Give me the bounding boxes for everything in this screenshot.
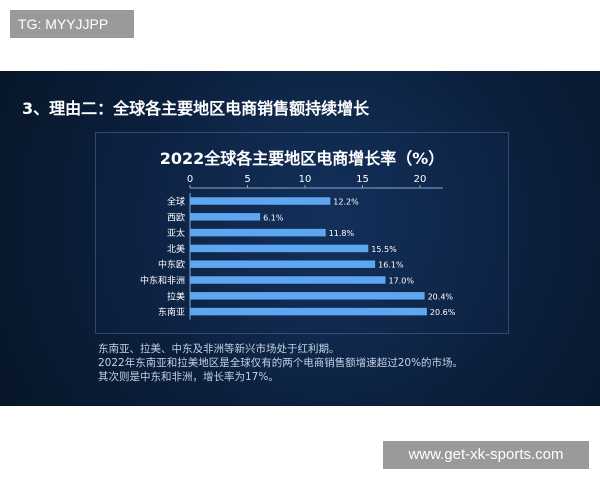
x-tick-label: 15 [356, 174, 369, 185]
bar [190, 276, 386, 284]
note-line: 东南亚、拉美、中东及非洲等新兴市场处于红利期。 [98, 343, 340, 355]
bar [190, 307, 427, 316]
data-label: 16.1% [378, 261, 404, 270]
category-label: 北美 [167, 243, 185, 255]
data-label: 15.5% [371, 245, 397, 254]
data-label: 11.8% [329, 229, 355, 238]
data-label: 12.2% [333, 198, 359, 207]
chart-title: 2022全球各主要地区电商增长率（%） [159, 149, 445, 168]
bar [190, 292, 425, 300]
category-label: 全球 [167, 196, 185, 208]
bar [190, 228, 326, 237]
note-line: 2022年东南亚和拉美地区是全球仅有的两个电商销售额增速超过20%的市场。 [98, 357, 464, 369]
category-label: 东南亚 [158, 306, 185, 318]
data-label: 20.4% [428, 292, 454, 301]
footer-url-badge: www.get-xk-sports.com [383, 441, 589, 469]
category-label: 西欧 [167, 211, 185, 223]
growth-bar-chart: 0 5 10 15 20 全球 12.2% 西欧 6.1% 亚太 11.8% 北美 15.5% 中东欧 16… [140, 174, 456, 320]
note-line: 其次则是中东和非洲，增长率为17%。 [98, 371, 279, 383]
data-label: 6.1% [263, 213, 284, 222]
bar [190, 244, 369, 253]
bar [190, 260, 376, 268]
category-label: 亚太 [167, 227, 185, 239]
bar [190, 197, 331, 205]
presentation-slide: 3、理由二：全球各主要地区电商销售额持续增长 2022全球各主要地区电商增长率（… [0, 71, 600, 406]
bar [190, 213, 261, 221]
x-tick-label: 5 [244, 174, 250, 185]
category-label: 中东和非洲 [140, 275, 185, 287]
chart-panel: 2022全球各主要地区电商增长率（%） 0 5 10 15 20 全球 12.2% 西欧 6.1… [95, 132, 509, 334]
watermark-badge: TG: MYYJJPP [10, 10, 134, 38]
x-tick-label: 20 [414, 174, 427, 185]
x-tick-label: 10 [299, 174, 312, 185]
data-label: 17.0% [389, 277, 415, 286]
data-label: 20.6% [430, 308, 456, 317]
slide-notes: 东南亚、拉美、中东及非洲等新兴市场处于红利期。 2022年东南亚和拉美地区是全球… [98, 342, 578, 384]
slide-title: 3、理由二：全球各主要地区电商销售额持续增长 [22, 99, 370, 118]
x-tick-label: 0 [187, 174, 193, 185]
category-label: 拉美 [167, 290, 185, 302]
category-label: 中东欧 [158, 259, 185, 271]
